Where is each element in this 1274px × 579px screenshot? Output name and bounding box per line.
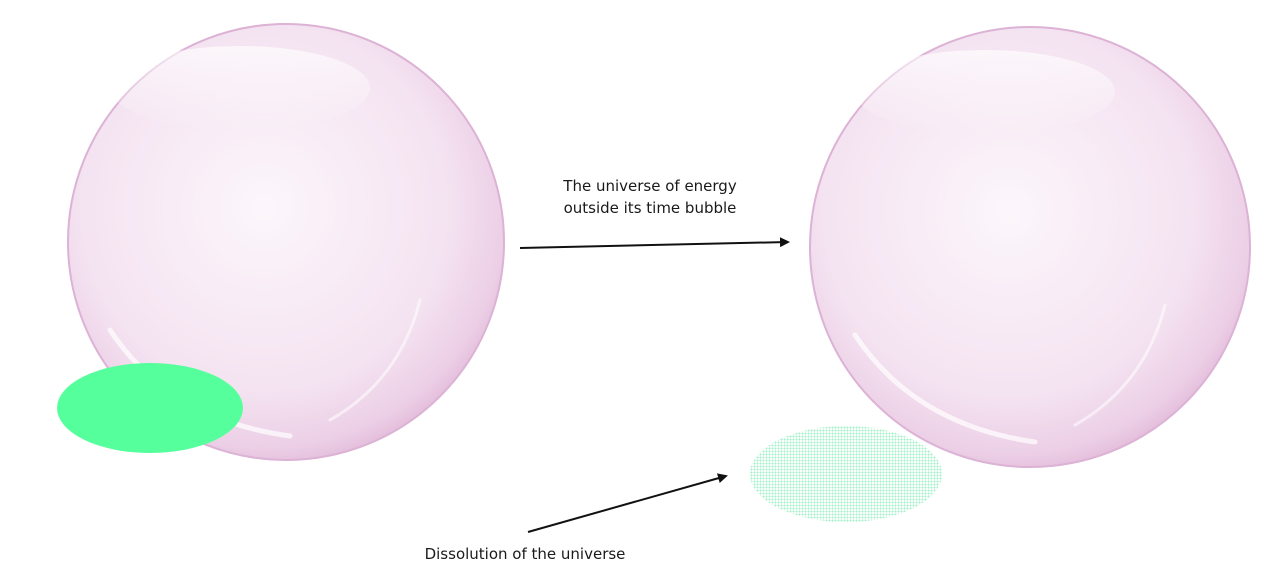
bubble-right [809, 26, 1251, 468]
universe-dissolving-ellipse [750, 426, 942, 522]
label-dissolution: Dissolution of the universe [424, 545, 626, 563]
arrow-right [519, 237, 790, 249]
label-top-line1: The universe of energy [563, 177, 737, 195]
universe-solid-ellipse [57, 363, 243, 453]
arrow-up-right [527, 473, 728, 533]
label-top-line2: outside its time bubble [563, 198, 737, 217]
label-energy-outside-bubble: The universe of energy outside its time … [520, 176, 780, 220]
